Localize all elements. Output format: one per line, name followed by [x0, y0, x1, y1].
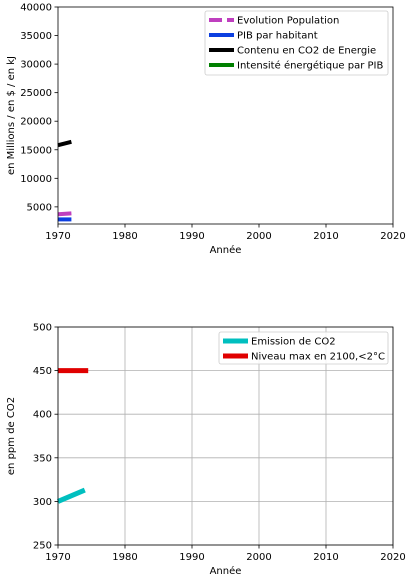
- y-tick-label: 10000: [20, 174, 52, 185]
- y-tick-label: 300: [33, 497, 52, 508]
- legend-label-1: Niveau max en 2100,<2°C: [251, 352, 385, 363]
- x-tick-label: 1970: [45, 231, 70, 242]
- x-tick-label: 1990: [179, 552, 204, 563]
- x-tick-label: 1990: [179, 231, 204, 242]
- legend: Evolution Population PIB par habitant Cont…: [204, 10, 389, 76]
- x-axis-label: Année: [210, 244, 242, 256]
- plot-frame: [57, 326, 394, 546]
- y-tick-label: 20000: [20, 117, 52, 128]
- series-line-0: [57, 487, 86, 504]
- legend-label-1: PIB par habitant: [237, 31, 318, 42]
- y-tick-label: 35000: [20, 31, 52, 42]
- legend-label-3: Intensité énergétique par PIB: [237, 60, 383, 72]
- legend-box: [218, 331, 389, 365]
- x-tick-label: 1970: [45, 552, 70, 563]
- y-axis-label: en Millions / en $ / en kJ: [6, 56, 17, 175]
- series-line-0: [57, 211, 72, 217]
- legend-label-2: Contenu en CO2 de Energie: [237, 46, 376, 57]
- chart-top: 1970 1980 1990 2000 2010 2020 5000 10000 15000 20…: [6, 3, 406, 257]
- x-tick-label: 1980: [112, 231, 137, 242]
- y-tick-label: 500: [33, 323, 52, 334]
- x-tick-label: 2020: [380, 231, 405, 242]
- y-tick-label: 400: [33, 410, 52, 421]
- x-tick-label: 2000: [246, 552, 271, 563]
- series-line-2: [57, 139, 72, 148]
- y-tick-label: 30000: [20, 60, 52, 71]
- x-tick-label: 1980: [112, 552, 137, 563]
- x-tick-label: 2000: [246, 231, 271, 242]
- x-tick-label: 2010: [313, 231, 338, 242]
- legend-box: [204, 10, 389, 76]
- x-tick-label: 2010: [313, 552, 338, 563]
- y-tick-label: 40000: [20, 3, 52, 14]
- x-tick-label: 2020: [380, 552, 405, 563]
- y-tick-label: 350: [33, 453, 52, 464]
- legend-label-0: Evolution Population: [237, 16, 339, 27]
- plot-frame: [57, 6, 394, 225]
- y-tick-label: 250: [33, 541, 52, 552]
- legend: Emission de CO2 Niveau max en 2100,<2°C: [218, 331, 389, 365]
- y-tick-label: 5000: [27, 202, 52, 213]
- y-axis-label: en ppm de CO2: [6, 397, 17, 475]
- legend-label-0: Emission de CO2: [251, 337, 336, 348]
- y-tick-label: 450: [33, 366, 52, 377]
- y-tick-label: 15000: [20, 145, 52, 156]
- x-axis-label: Année: [210, 565, 242, 577]
- y-tick-label: 25000: [20, 88, 52, 99]
- chart-bottom: 1970 1980 1990 2000 2010 2020 250 300 350 400 450 5…: [6, 323, 406, 578]
